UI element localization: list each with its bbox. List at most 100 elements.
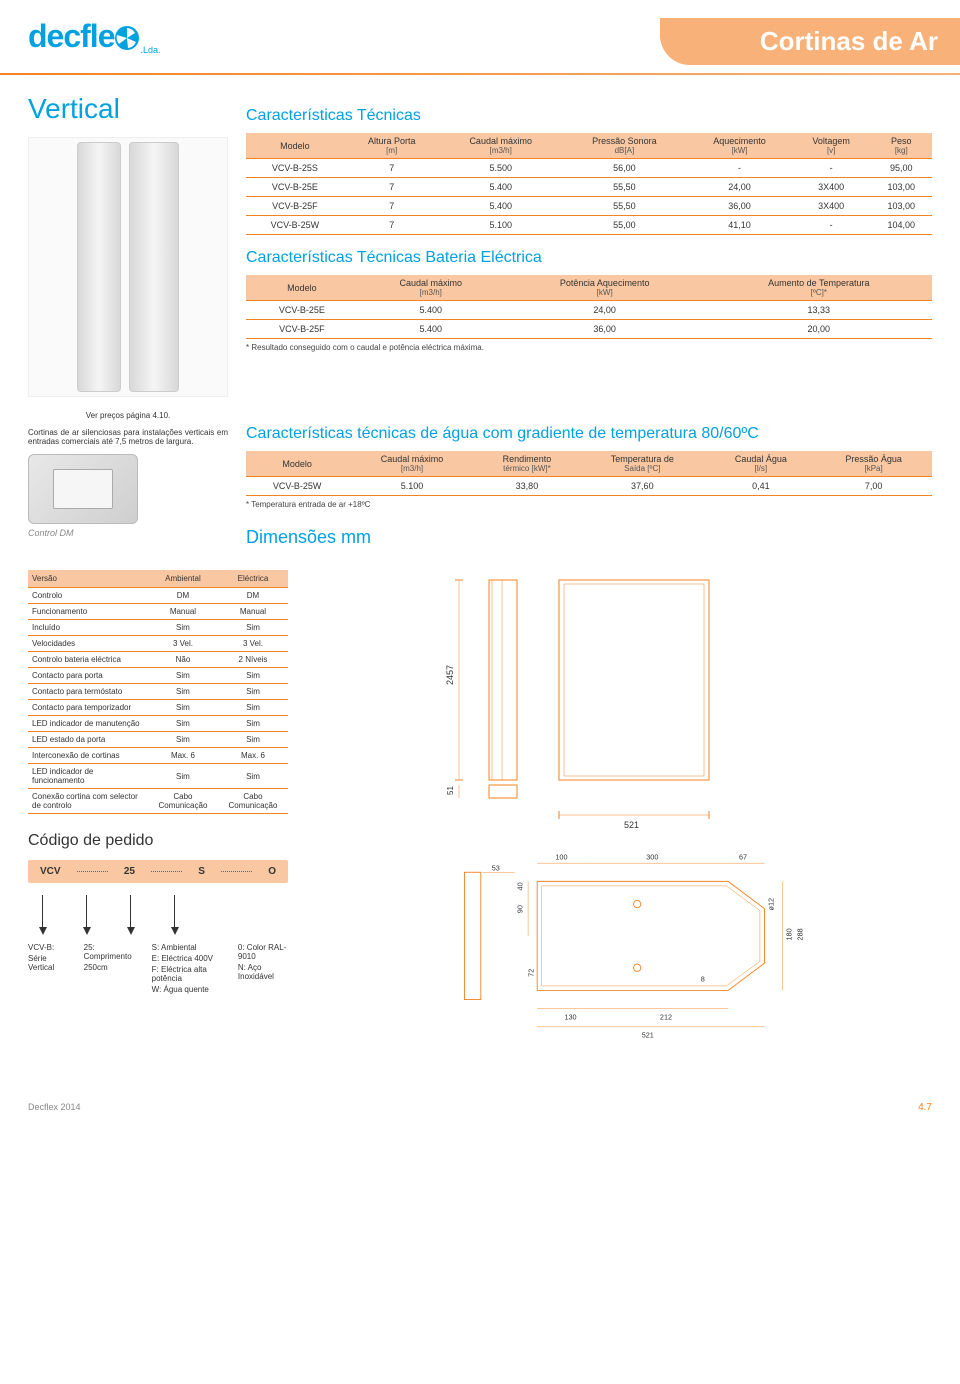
table-header: Temperatura deSaída [ºC] [578, 451, 707, 477]
lower-row: VersãoAmbientalEléctricaControloDMDMFunc… [28, 570, 932, 1050]
remote-caption: Control DM [28, 528, 228, 538]
table-cell: VCV-B-25E [246, 178, 344, 197]
table-cell: - [687, 159, 792, 178]
code-part: S [198, 866, 205, 877]
page-title: Vertical [28, 93, 228, 125]
svg-text:521: 521 [642, 1031, 654, 1040]
table-cell: Sim [218, 684, 288, 700]
specs-table-1: ModeloAltura Porta[m]Caudal máximo[m3/h]… [246, 133, 932, 235]
code-explanation: VCV-B: Série Vertical 25: Comprimento 25… [28, 943, 288, 994]
dimension-drawing-2: 100 300 67 53 90 40 72 180 288 ø12 8 [306, 845, 932, 1045]
footer: Decflex 2014 4.7 [0, 1090, 960, 1125]
code-exp-item: W: Água quente [152, 985, 218, 994]
table-cell: Interconexão de cortinas [28, 748, 148, 764]
table-cell: 7 [344, 216, 440, 235]
table-cell: Contacto para temporizador [28, 700, 148, 716]
table-cell: Max. 6 [218, 748, 288, 764]
dimension-drawing-1: 2457 51 521 [306, 570, 932, 840]
table-cell: 36,00 [504, 320, 706, 339]
table-header: Modelo [246, 275, 358, 301]
table-cell: 5.400 [358, 301, 504, 320]
svg-text:53: 53 [492, 863, 500, 872]
svg-text:8: 8 [701, 974, 705, 983]
table-cell: - [792, 159, 871, 178]
table-cell: Sim [148, 668, 218, 684]
table3-note: * Temperatura entrada de ar +18ºC [246, 500, 932, 509]
table-cell: LED estado da porta [28, 732, 148, 748]
table-cell: 20,00 [706, 320, 932, 339]
table-cell: 55,00 [562, 216, 687, 235]
table-cell: VCV-B-25F [246, 320, 358, 339]
table-header: Potência Aquecimento[kW] [504, 275, 706, 301]
code-arrows [28, 895, 288, 935]
codigo-box: VCV 25 S O [28, 860, 288, 883]
svg-text:40: 40 [516, 882, 525, 890]
page-header: decfle.Lda. Cortinas de Ar [0, 0, 960, 75]
table-cell: Sim [148, 620, 218, 636]
table2-title: Características Técnicas Bateria Eléctri… [246, 249, 932, 267]
table-cell: 3 Vel. [148, 636, 218, 652]
table-cell: Controlo [28, 588, 148, 604]
versao-col: VersãoAmbientalEléctricaControloDMDMFunc… [28, 570, 288, 1050]
code-exp-v: Série Vertical [28, 954, 64, 972]
table-cell: 13,33 [706, 301, 932, 320]
table-cell: 55,50 [562, 197, 687, 216]
table-cell: 0,41 [707, 477, 816, 496]
code-exp-k: VCV-B: [28, 943, 64, 952]
table-cell: Cabo Comunicação [148, 789, 218, 814]
table-cell: Sim [148, 764, 218, 789]
code-exp-v: N: Aço Inoxidável [238, 963, 288, 981]
table-cell: 37,60 [578, 477, 707, 496]
table-cell: 5.400 [358, 320, 504, 339]
dimensions-title: Dimensões mm [246, 527, 932, 548]
table-cell: Sim [218, 716, 288, 732]
table-cell: Sim [218, 700, 288, 716]
table-cell: Sim [218, 732, 288, 748]
content: Vertical Características Técnicas Modelo… [0, 75, 960, 1090]
specs-table-3: ModeloCaudal máximo[m3/h]Rendimentotérmi… [246, 451, 932, 496]
top-row: Vertical Características Técnicas Modelo… [28, 93, 932, 397]
table2-note: * Resultado conseguido com o caudal e po… [246, 343, 932, 352]
svg-text:300: 300 [646, 853, 658, 862]
table-cell: 5.100 [348, 477, 476, 496]
table-header: Aumento de Temperatura[ºC]* [706, 275, 932, 301]
table-cell: 3 Vel. [218, 636, 288, 652]
specs-table-2: ModeloCaudal máximo[m3/h]Potência Aqueci… [246, 275, 932, 339]
table-header: Modelo [246, 133, 344, 159]
table-cell: 7 [344, 178, 440, 197]
code-exp-k: 0: Color RAL-9010 [238, 943, 288, 961]
svg-text:100: 100 [555, 853, 567, 862]
table-cell: VCV-B-25S [246, 159, 344, 178]
table3-title: Características técnicas de água com gra… [246, 425, 932, 443]
table-header: Versão [28, 570, 148, 588]
svg-text:90: 90 [516, 905, 525, 913]
table-cell: VCV-B-25E [246, 301, 358, 320]
table-cell: Sim [148, 716, 218, 732]
code-exp-item: S: Ambiental [152, 943, 218, 952]
table-cell: DM [148, 588, 218, 604]
price-reference: Ver preços página 4.10. [28, 411, 228, 420]
table-cell: 56,00 [562, 159, 687, 178]
table-cell: Incluído [28, 620, 148, 636]
footer-left: Decflex 2014 [28, 1102, 81, 1113]
table-cell: Sim [148, 684, 218, 700]
code-exp-k: 25: Comprimento [84, 943, 132, 961]
unit-illustration [77, 142, 121, 392]
product-image-col: Vertical [28, 93, 228, 397]
table-cell: - [792, 216, 871, 235]
table-header: Eléctrica [218, 570, 288, 588]
table-cell: Max. 6 [148, 748, 218, 764]
table-cell: Cabo Comunicação [218, 789, 288, 814]
table-cell: Não [148, 652, 218, 668]
table-cell: 3X400 [792, 178, 871, 197]
drawings-col: 2457 51 521 [306, 570, 932, 1050]
table-cell: Contacto para termóstato [28, 684, 148, 700]
product-description: Cortinas de ar silenciosas para instalaç… [28, 428, 228, 446]
table-cell: 2 Níveis [218, 652, 288, 668]
unit-illustration [129, 142, 179, 392]
description-col: Ver preços página 4.10. Cortinas de ar s… [28, 411, 228, 556]
table-cell: Velocidades [28, 636, 148, 652]
footer-page: 4.7 [918, 1102, 932, 1113]
remote-image [28, 454, 138, 524]
svg-text:130: 130 [564, 1013, 576, 1022]
